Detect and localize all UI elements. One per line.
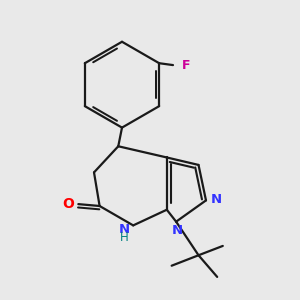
Text: N: N: [171, 224, 182, 238]
Text: O: O: [63, 197, 75, 211]
Text: H: H: [119, 231, 128, 244]
Text: N: N: [118, 223, 129, 236]
Text: F: F: [182, 58, 190, 72]
Text: N: N: [211, 193, 222, 206]
